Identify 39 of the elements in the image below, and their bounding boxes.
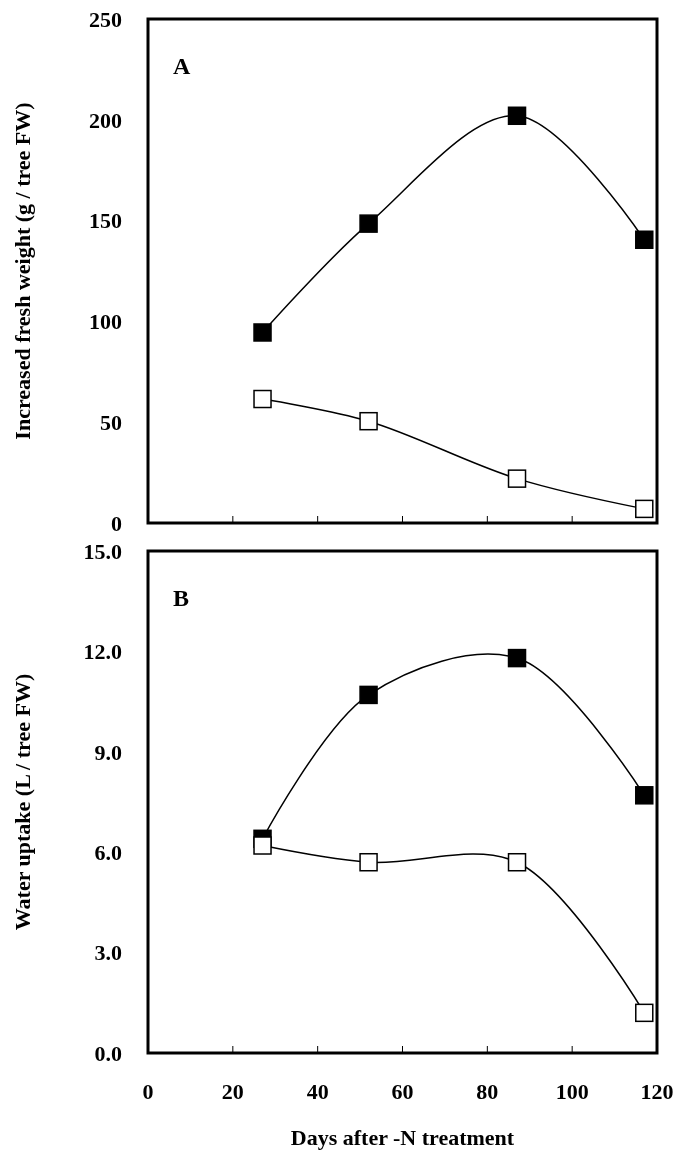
point [253,389,272,409]
point [359,685,378,705]
x-tick-label: 40 [306,1079,329,1104]
y-tick-label: 15.0 [83,538,122,564]
annotation: A [173,53,191,79]
point [359,411,378,431]
y-tick-label: 150 [89,208,122,234]
point [635,1003,654,1023]
y-tick-label: 0.0 [94,1040,122,1066]
x-axis-title: Days after -N treatment [290,1125,515,1150]
y-tick-label: 3.0 [94,940,122,966]
y-axis-title: Increased fresh weight (g / tree FW) [10,102,35,440]
y-tick-label: 0 [111,510,122,536]
annotation: B [173,585,190,611]
point [507,648,527,668]
y-tick-label: 250 [89,6,122,32]
x-tick-label: 0 [142,1079,154,1104]
x-tick-label: 120 [640,1079,673,1104]
x-tick-label: 80 [476,1079,499,1104]
point [635,230,654,249]
point [253,836,272,855]
point [507,469,527,488]
point [507,852,527,872]
point [359,214,378,233]
y-tick-label: 9.0 [94,739,122,765]
x-tick-label: 100 [555,1079,589,1104]
point [359,852,378,872]
y-axis-title: Water uptake (L / tree FW) [10,673,35,931]
y-tick-label: 6.0 [94,839,122,865]
point [253,323,272,342]
point [635,786,654,805]
x-tick-label: 60 [391,1079,414,1104]
point [635,499,654,519]
point [507,106,527,126]
y-tick-label: 12.0 [83,639,122,665]
y-tick-label: 200 [89,107,122,133]
y-tick-label: 50 [100,409,122,435]
y-tick-label: 100 [89,309,122,335]
x-tick-label: 20 [221,1079,244,1104]
